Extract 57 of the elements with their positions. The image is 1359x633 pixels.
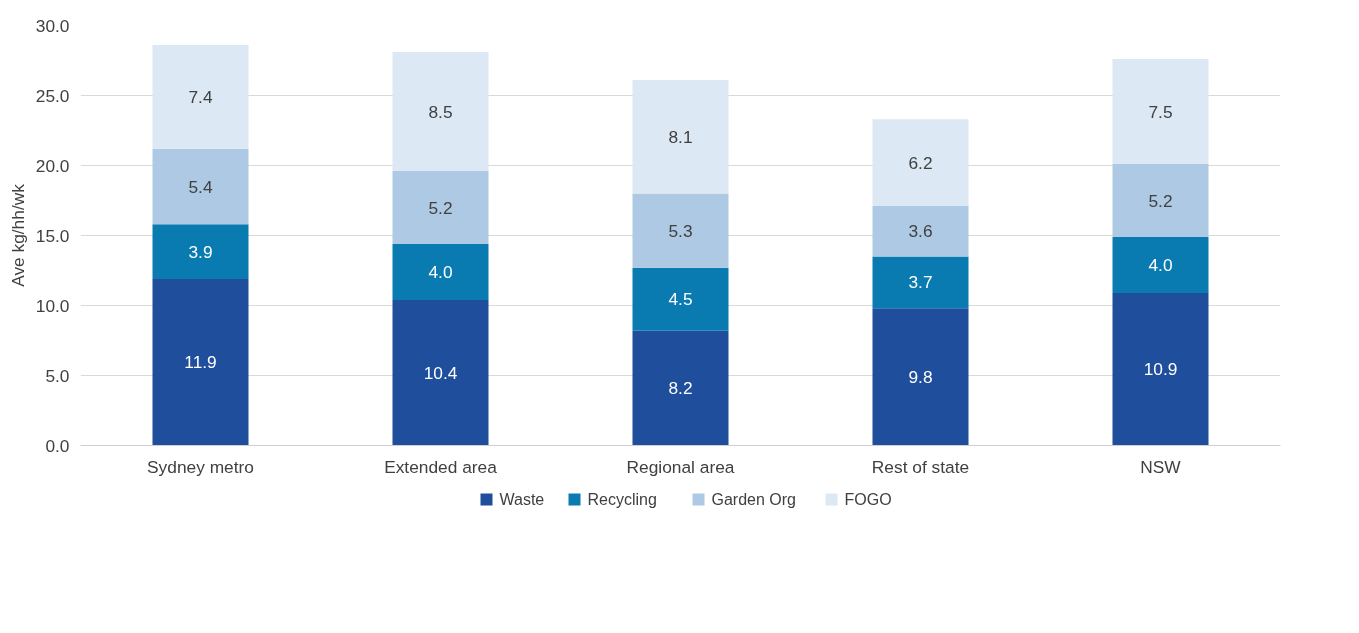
data-label: 5.2 [1148,190,1173,211]
legend-label: Waste [499,491,545,508]
x-tick-label: Sydney metro [147,456,254,477]
data-label: 3.9 [188,241,213,262]
y-axis-title: Ave kg/hh/wk [7,183,28,287]
data-label: 8.5 [428,101,453,122]
x-tick-label: Regional area [626,456,735,477]
bar [1112,236,1209,293]
bar [1112,292,1209,446]
y-tick-label: 5.0 [45,365,70,386]
data-label: 10.4 [423,362,458,383]
data-label: 6.2 [908,152,933,173]
bar [632,80,729,194]
data-label: 4.0 [428,261,453,282]
y-tick-label: 0.0 [45,435,70,456]
bar [392,243,489,300]
y-tick-label: 15.0 [35,225,70,246]
y-tick-label: 25.0 [35,85,70,106]
bar [392,171,489,244]
bar [632,330,729,446]
x-tick-label: Extended area [384,456,498,477]
y-tick-label: 20.0 [35,155,70,176]
bar [152,224,249,279]
bar [632,267,729,331]
data-label: 10.9 [1143,359,1178,380]
x-tick-label: NSW [1140,456,1182,477]
data-label: 7.5 [1148,101,1173,122]
bar [392,299,489,446]
bar [872,206,969,257]
data-label: 3.6 [908,221,933,242]
bar [872,256,969,309]
data-label: 9.8 [908,366,933,387]
bar [152,45,249,149]
data-label: 11.9 [184,352,217,373]
bar [1112,59,1209,165]
legend-label: FOGO [844,491,892,508]
data-label: 8.2 [668,378,693,399]
bar [152,278,249,446]
data-label: 4.5 [668,289,693,310]
y-tick-label: 30.0 [35,15,70,36]
bar [872,308,969,446]
y-tick-label: 10.0 [35,295,70,316]
legend-label: Recycling [587,491,657,508]
bar [1112,164,1209,237]
legend-label: Garden Org [711,491,796,508]
bar [632,193,729,268]
data-label: 4.0 [1148,254,1173,275]
bar [392,52,489,172]
x-tick-label: Rest of state [871,456,970,477]
data-label: 5.2 [428,197,453,218]
data-label: 7.4 [188,86,213,107]
bar [872,119,969,207]
data-label: 8.1 [668,126,693,147]
bar [152,148,249,225]
data-label: 5.4 [188,176,213,197]
data-label: 3.7 [908,272,933,293]
data-label: 5.3 [668,220,693,241]
